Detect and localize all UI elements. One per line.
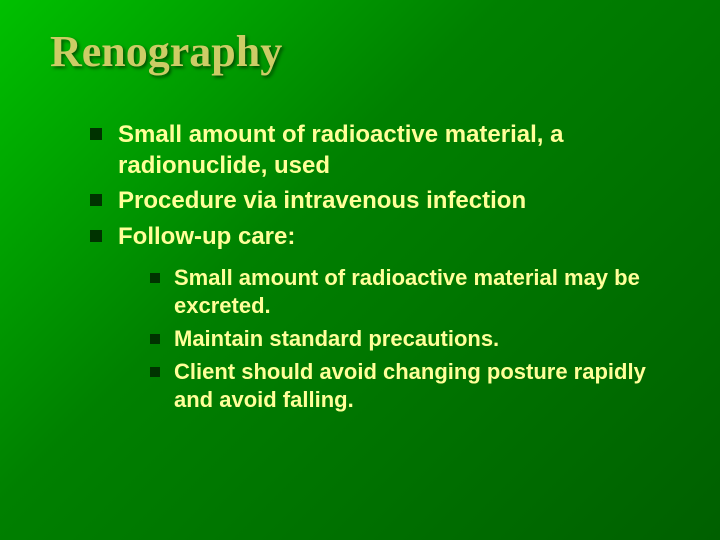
main-bullet: Follow-up care: Small amount of radioact… <box>90 221 670 415</box>
sub-bullet-list: Small amount of radioactive material may… <box>118 264 670 415</box>
sub-bullet: Small amount of radioactive material may… <box>150 264 670 321</box>
main-bullet-list: Small amount of radioactive material, a … <box>50 119 670 415</box>
sub-bullet: Maintain standard precautions. <box>150 325 670 354</box>
slide: Renography Small amount of radioactive m… <box>0 0 720 540</box>
sub-bullet: Client should avoid changing posture rap… <box>150 358 670 415</box>
main-bullet: Small amount of radioactive material, a … <box>90 119 670 181</box>
main-bullet-text: Follow-up care: <box>118 223 295 250</box>
slide-title: Renography <box>50 26 670 77</box>
main-bullet: Procedure via intravenous infection <box>90 185 670 216</box>
